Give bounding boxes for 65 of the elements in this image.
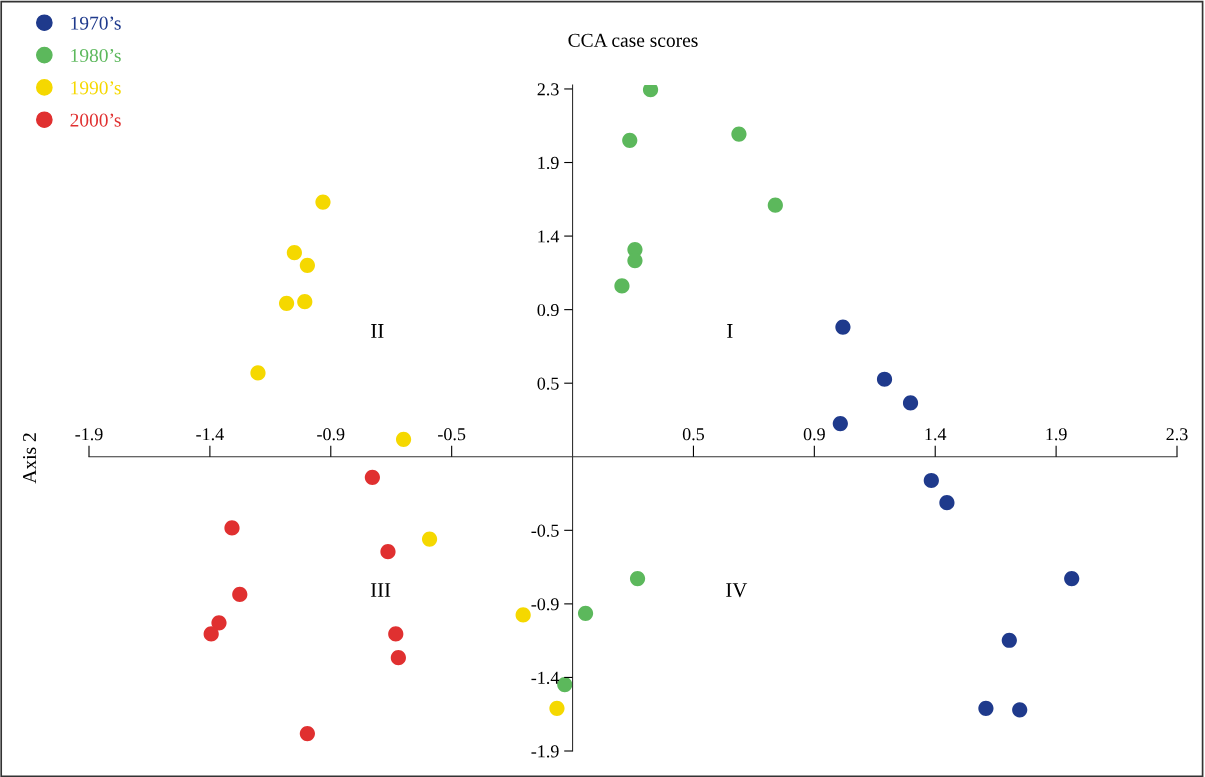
y-tick-label: 1.9 [538, 156, 559, 170]
point [299, 725, 315, 742]
point [1012, 702, 1028, 718]
point [614, 278, 630, 294]
annotation: I [727, 324, 733, 338]
point [557, 676, 573, 693]
point [642, 85, 659, 98]
point [515, 607, 531, 623]
x-tick-label: 0.5 [682, 428, 705, 441]
point [315, 194, 331, 210]
x-tick-label: 1.4 [925, 428, 947, 441]
point [286, 245, 302, 261]
y-tick-label: -1.9 [531, 745, 559, 758]
legend-label: 2000’s [70, 113, 121, 127]
y-tick-label: 1.4 [538, 230, 560, 243]
point [364, 469, 380, 485]
point [299, 257, 315, 273]
annotation: II [371, 324, 384, 338]
point [211, 615, 227, 631]
point [939, 495, 955, 511]
point [278, 295, 295, 311]
point [232, 586, 248, 602]
legend-label: 1990’s [71, 81, 121, 95]
point [629, 570, 646, 587]
point [832, 415, 848, 432]
point [224, 520, 240, 536]
x-tick-label: -0.9 [317, 428, 345, 441]
point [250, 365, 266, 381]
legend-label: 1980’s [71, 48, 121, 63]
point [421, 531, 438, 547]
y-tick-label: -0.5 [531, 524, 559, 537]
annotation: III [370, 583, 391, 597]
point [203, 626, 219, 642]
x-tick-label: -1.9 [75, 428, 103, 441]
y-tick-label: 0.5 [537, 377, 559, 390]
y-axis-title: Axis 2 [23, 433, 37, 484]
point [622, 132, 638, 148]
point [978, 700, 994, 716]
point [767, 197, 783, 213]
y-tick-label: 0.9 [537, 303, 559, 317]
point [1064, 570, 1080, 587]
point [390, 650, 406, 666]
chart-title: CCA case scores [568, 33, 698, 47]
y-tick-label: 2.3 [537, 83, 559, 96]
y-tick-label: -1.4 [531, 671, 560, 684]
point [388, 626, 404, 642]
x-tick-label: 0.9 [803, 428, 825, 441]
y-tick-label: -0.9 [531, 598, 559, 611]
point [297, 294, 313, 310]
x-tick-label: 2.3 [1166, 428, 1188, 441]
point [395, 431, 412, 447]
point [1001, 632, 1017, 648]
x-tick-label: -0.5 [438, 428, 466, 441]
point [835, 319, 851, 335]
point [902, 395, 919, 411]
point [731, 126, 747, 142]
legend-label: 1970’s [71, 16, 121, 30]
annotation: IV [726, 583, 748, 598]
point [876, 371, 893, 387]
point [549, 700, 565, 716]
x-tick-label: 1.9 [1046, 428, 1067, 441]
point [380, 544, 396, 560]
point [923, 472, 939, 489]
point [577, 605, 594, 621]
x-tick-label: -1.4 [196, 428, 224, 441]
